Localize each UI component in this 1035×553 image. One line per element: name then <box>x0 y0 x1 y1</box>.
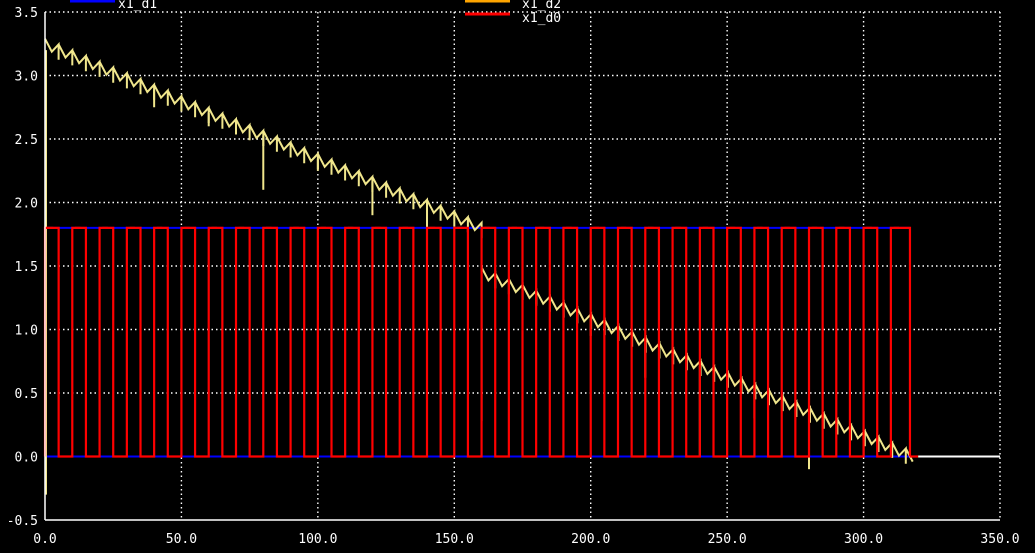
x-tick-label: 100.0 <box>298 532 337 547</box>
x-tick-label: 200.0 <box>571 532 610 547</box>
axes <box>44 12 1000 521</box>
x-tick-label: 250.0 <box>708 532 747 547</box>
tick-labels: 3.5 3.0 2.5 2.0 1.5 1.0 0.5 0.0 -0.5 0.0 50.0 100.0… <box>7 6 1020 547</box>
series-layer <box>43 38 1000 495</box>
legend-label-x1_d0: x1_d0 <box>522 11 561 26</box>
y-tick-label: 1.5 <box>15 260 38 275</box>
x-tick-label: 50.0 <box>166 532 197 547</box>
y-tick-label: 3.0 <box>15 70 38 85</box>
y-tick-label: -0.5 <box>7 514 38 529</box>
y-tick-label: 0.5 <box>15 387 38 402</box>
x-tick-label: 350.0 <box>980 532 1019 547</box>
x-tick-label: 300.0 <box>844 532 883 547</box>
legend-label-x1_d2: x1_d2 <box>522 0 561 12</box>
y-tick-label: 3.5 <box>15 6 38 21</box>
legend-label-x1_d1: x1_d1 <box>118 0 157 12</box>
x-tick-label: 150.0 <box>435 532 474 547</box>
y-tick-label: 0.0 <box>15 451 38 466</box>
x-tick-label: 0.0 <box>33 532 56 547</box>
y-tick-label: 2.5 <box>15 133 38 148</box>
y-tick-label: 2.0 <box>15 197 38 212</box>
series-x1_d0 <box>43 226 912 458</box>
y-tick-label: 1.0 <box>15 324 38 339</box>
